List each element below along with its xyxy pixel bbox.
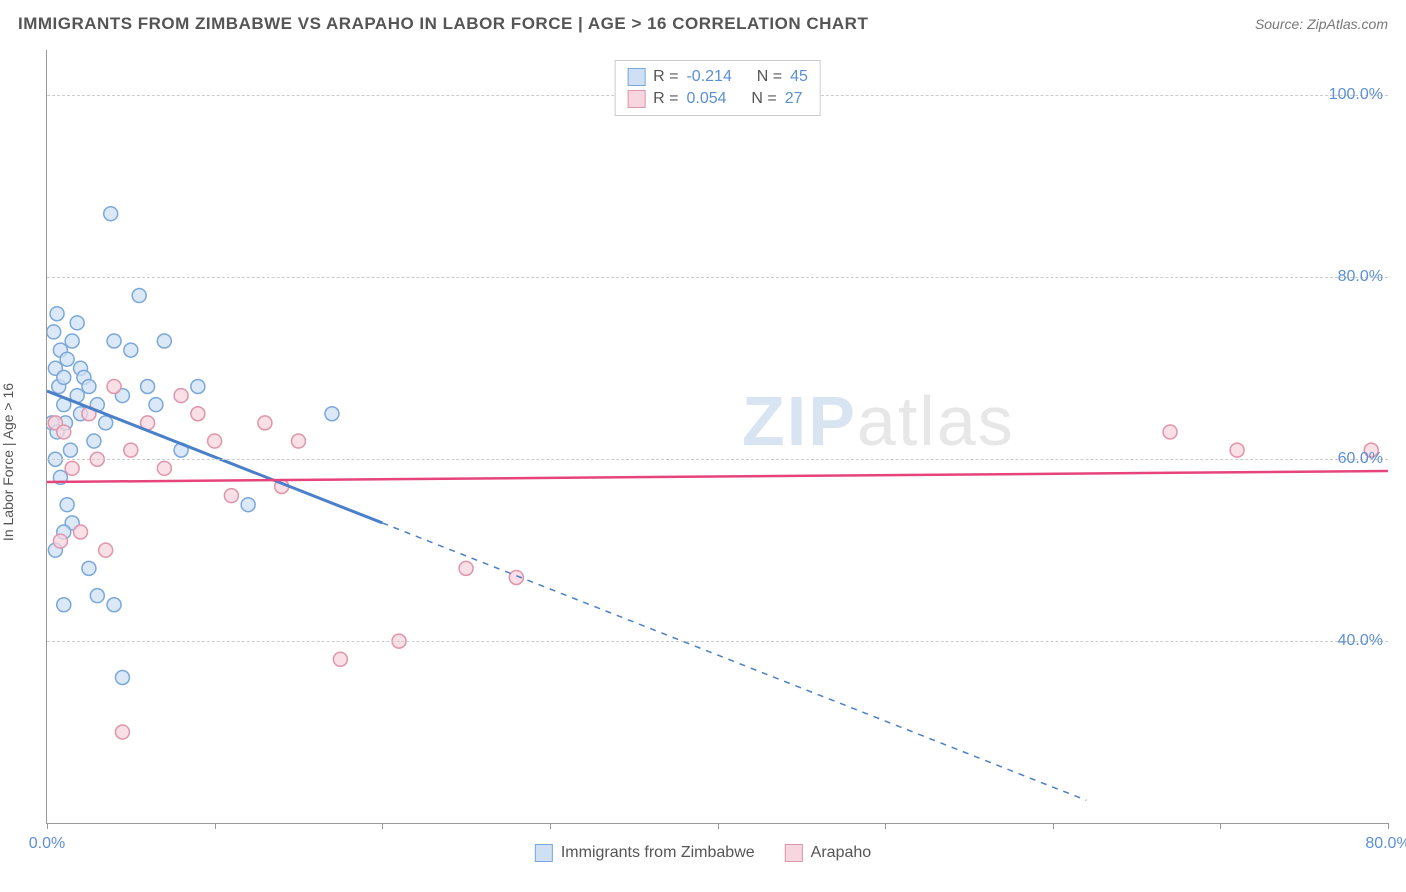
legend-row-arapaho: R = 0.054 N = 27 bbox=[627, 88, 808, 110]
y-tick-label: 100.0% bbox=[1329, 86, 1383, 104]
legend-row-zimbabwe: R = -0.214 N = 45 bbox=[627, 66, 808, 88]
gridline-h bbox=[47, 459, 1388, 460]
legend-correlation: R = -0.214 N = 45 R = 0.054 N = 27 bbox=[614, 60, 821, 116]
gridline-h bbox=[47, 641, 1388, 642]
y-axis-label: In Labor Force | Age > 16 bbox=[0, 383, 16, 541]
swatch-arapaho bbox=[627, 90, 645, 108]
r-value-zimbabwe: -0.214 bbox=[686, 68, 731, 86]
x-tick bbox=[718, 823, 719, 829]
plot-container: In Labor Force | Age > 16 R = -0.214 N =… bbox=[18, 50, 1388, 874]
legend-item-arapaho: Arapaho bbox=[785, 844, 872, 862]
chart-svg bbox=[47, 50, 1388, 823]
x-tick-label: 80.0% bbox=[1365, 835, 1406, 853]
legend-label-zimbabwe: Immigrants from Zimbabwe bbox=[561, 844, 755, 862]
gridline-h bbox=[47, 277, 1388, 278]
legend-series: Immigrants from Zimbabwe Arapaho bbox=[535, 844, 871, 862]
chart-title: IMMIGRANTS FROM ZIMBABWE VS ARAPAHO IN L… bbox=[18, 14, 868, 34]
x-tick bbox=[47, 823, 48, 829]
y-tick-label: 40.0% bbox=[1338, 632, 1383, 650]
r-label: R = bbox=[653, 68, 678, 86]
x-tick bbox=[1388, 823, 1389, 829]
r-label: R = bbox=[653, 90, 678, 108]
n-label: N = bbox=[757, 68, 782, 86]
y-tick-label: 60.0% bbox=[1338, 450, 1383, 468]
source-label: Source: ZipAtlas.com bbox=[1255, 16, 1388, 32]
swatch-zimbabwe bbox=[627, 68, 645, 86]
swatch-zimbabwe-bottom bbox=[535, 844, 553, 862]
x-tick-label: 0.0% bbox=[29, 835, 65, 853]
x-tick bbox=[885, 823, 886, 829]
swatch-arapaho-bottom bbox=[785, 844, 803, 862]
n-value-zimbabwe: 45 bbox=[790, 68, 808, 86]
n-value-arapaho: 27 bbox=[785, 90, 803, 108]
x-tick bbox=[215, 823, 216, 829]
x-tick bbox=[1053, 823, 1054, 829]
x-tick bbox=[382, 823, 383, 829]
r-value-arapaho: 0.054 bbox=[686, 90, 726, 108]
x-tick bbox=[1220, 823, 1221, 829]
plot-area: R = -0.214 N = 45 R = 0.054 N = 27 ZIPat… bbox=[46, 50, 1388, 824]
n-label: N = bbox=[751, 90, 776, 108]
y-tick-label: 80.0% bbox=[1338, 268, 1383, 286]
x-tick bbox=[550, 823, 551, 829]
legend-item-zimbabwe: Immigrants from Zimbabwe bbox=[535, 844, 755, 862]
chart-header: IMMIGRANTS FROM ZIMBABWE VS ARAPAHO IN L… bbox=[18, 14, 1388, 34]
legend-label-arapaho: Arapaho bbox=[811, 844, 872, 862]
